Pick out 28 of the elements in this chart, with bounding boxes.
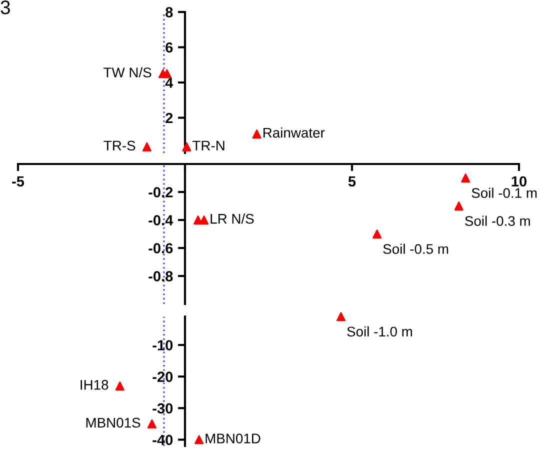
annotation: TR-N [192,140,224,150]
annotation: TR-S [104,140,136,151]
annotation: Soil -0.1 m [472,188,537,198]
y-tick-label: 8 [166,7,173,18]
chart-title: 3 [0,0,10,14]
annotation: Soil -0.3 m [465,216,530,226]
x-tick-label: 5 [348,176,356,187]
x-tick-label: -5 [12,176,24,187]
y-tick-label: -0.4 [148,215,174,226]
annotation: IH18 [80,380,108,390]
x-tick-label: 10 [512,176,527,187]
annotation: Soil -1.0 m [347,326,412,337]
y-tick-label: -0.6 [148,243,173,254]
annotation: Rainwater [264,127,325,138]
y-tick-label: -0.2 [148,187,173,198]
y-tick-label: 4 [165,78,174,88]
annotation: MBN01D [206,434,260,444]
annotation: MBN01S [86,418,140,428]
annotation: LR N/S [210,214,254,224]
y-tick-label: -10 [152,340,173,350]
y-tick-label: 6 [166,42,173,53]
y-tick-label: 2 [166,112,173,124]
y-tick-label: -40 [152,434,173,446]
annotation: Soil -0.5 m [383,244,448,254]
y-tick-label: -30 [152,403,173,414]
y-tick-label: -0.8 [148,271,173,282]
annotation: TW N/S [104,67,152,78]
y-tick-label: -20 [152,372,173,382]
